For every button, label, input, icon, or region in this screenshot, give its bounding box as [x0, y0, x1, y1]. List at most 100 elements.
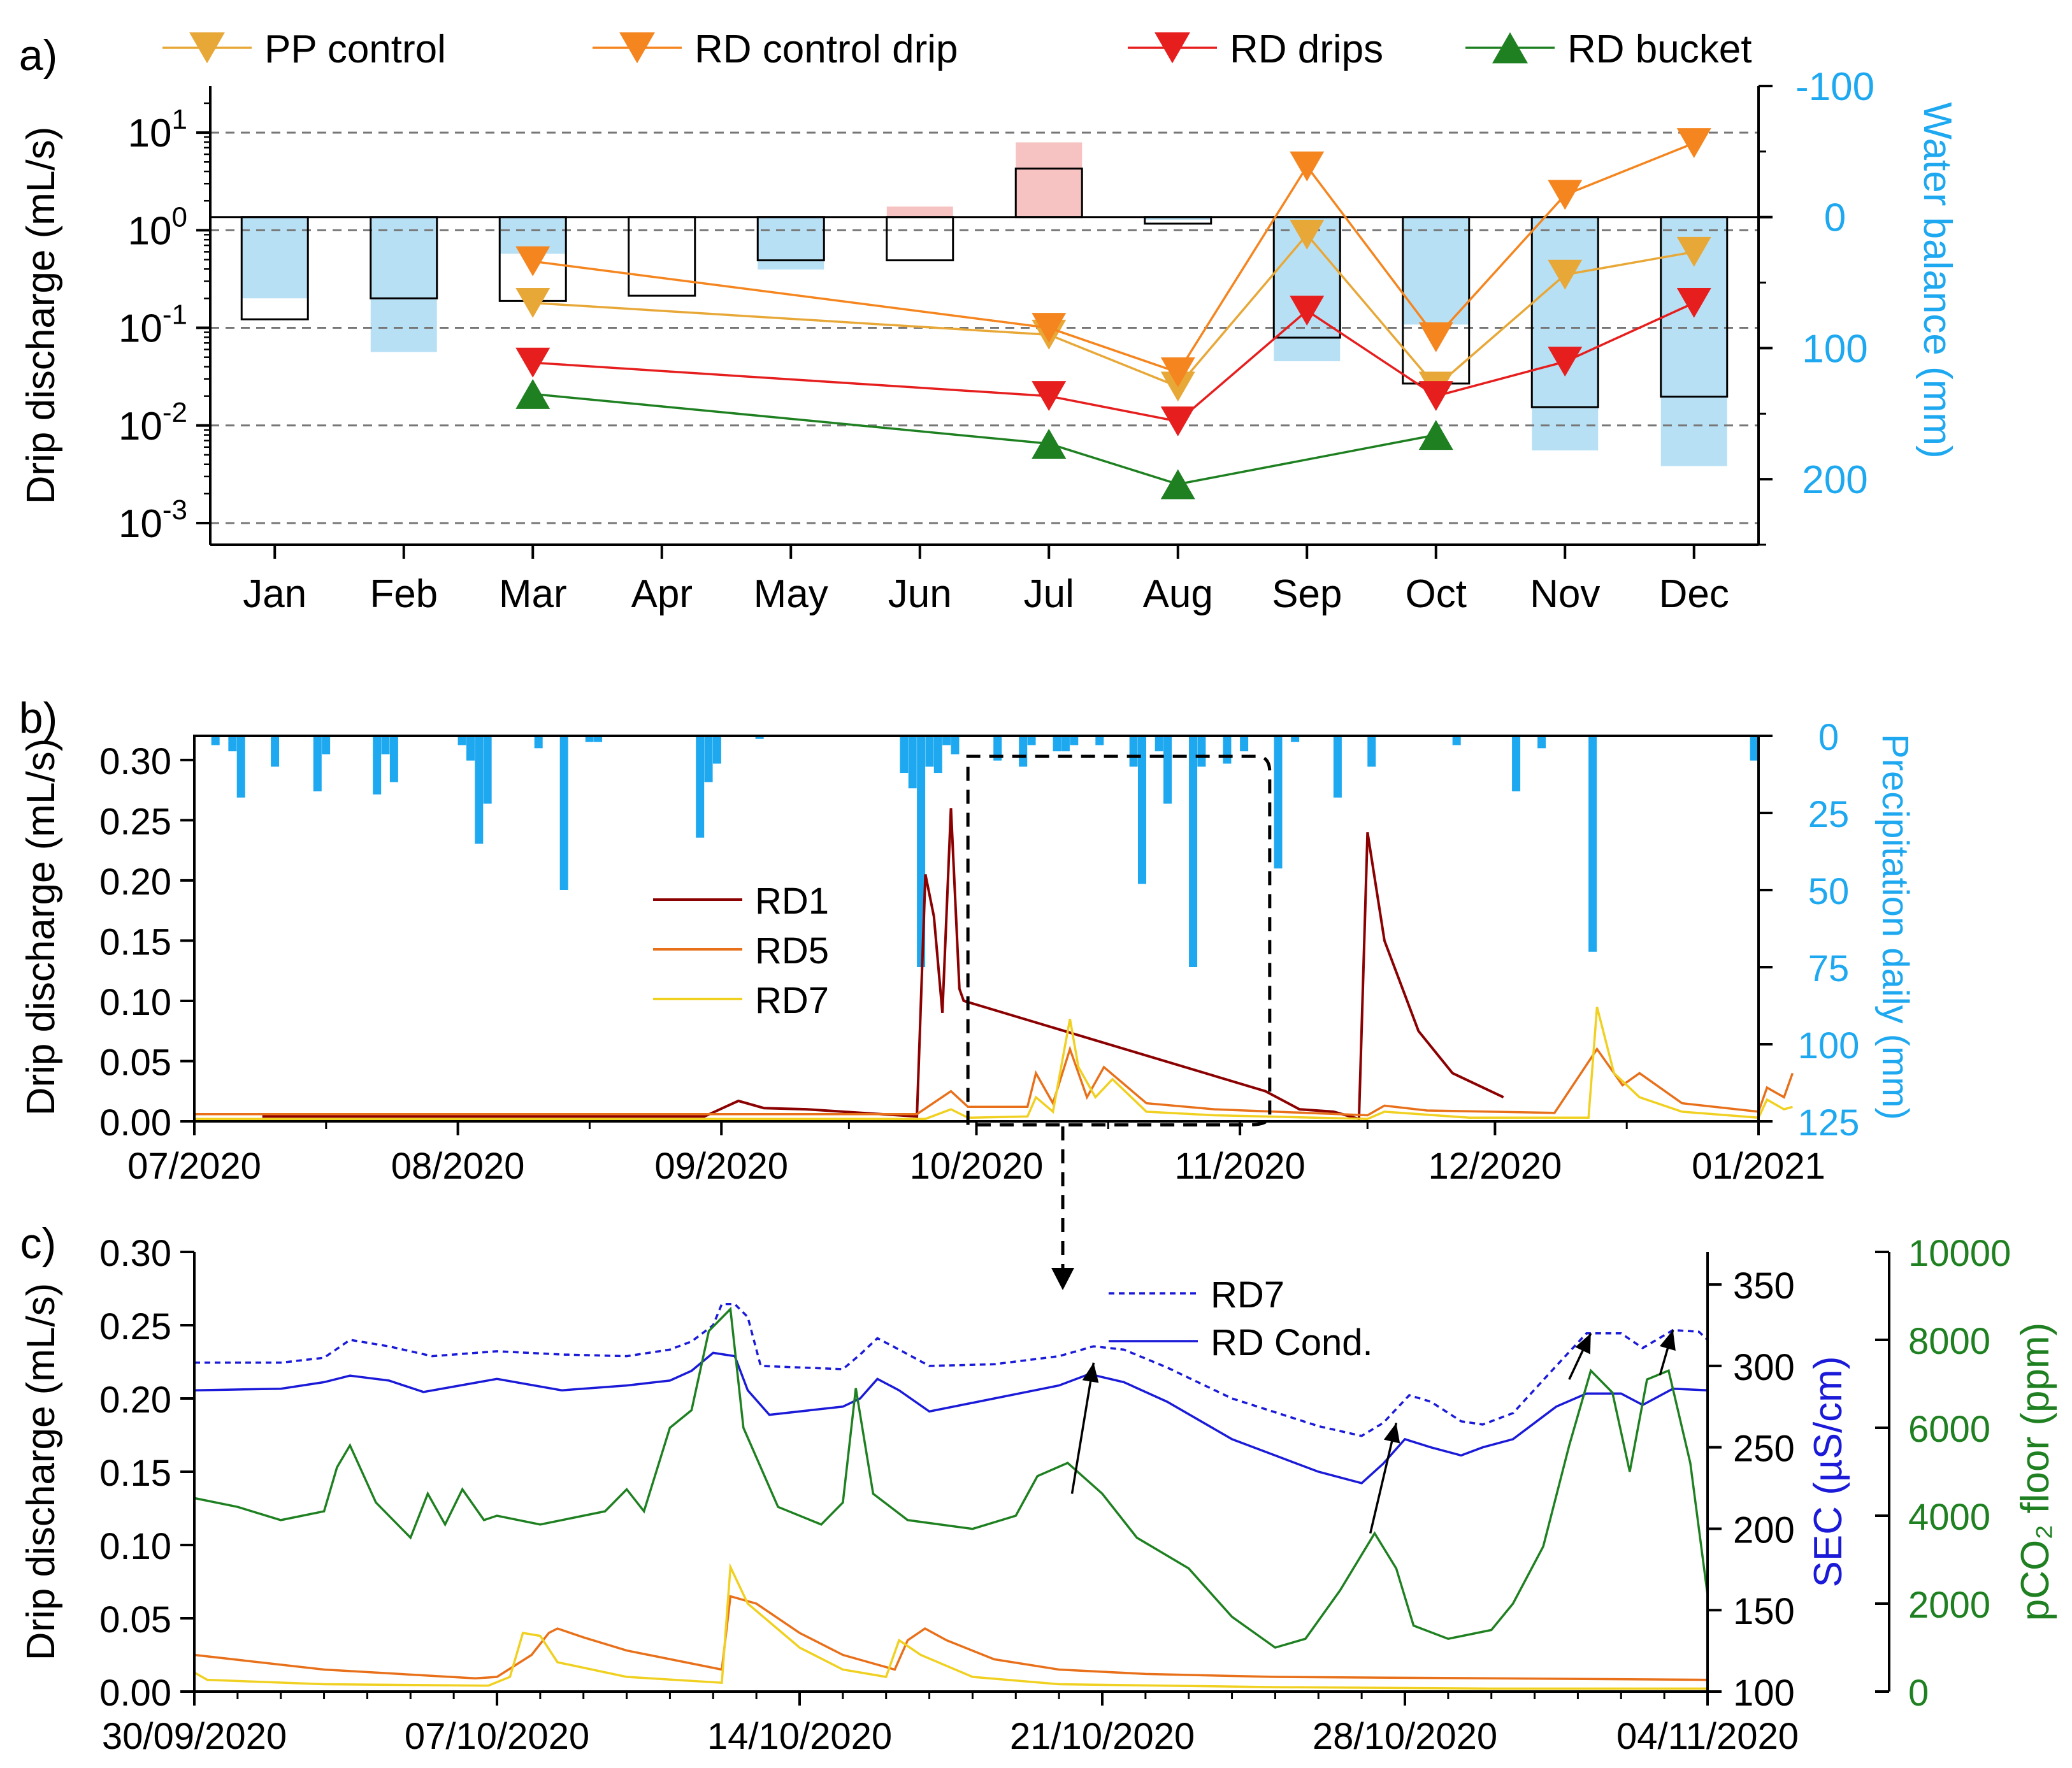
precip-bar — [313, 736, 322, 792]
precip-bar — [704, 736, 713, 782]
series-line-rd7 — [194, 1006, 1793, 1120]
y-axis-title: Drip discharge (mL/s) — [19, 127, 63, 505]
precip-bar — [908, 736, 917, 789]
y-tick-label: 0.15 — [99, 921, 171, 963]
y3-tick-label: 4000 — [1908, 1497, 1990, 1538]
precip-bar — [1512, 736, 1521, 792]
y-tick-label: 10-1 — [119, 299, 187, 351]
y-tick-label: 0.10 — [99, 982, 171, 1023]
water-balance-outline-jun — [886, 216, 954, 262]
arrow-head — [1575, 1333, 1591, 1355]
legend-label-rd-control-drip: RD control drip — [694, 27, 958, 71]
precip-bar — [696, 736, 705, 838]
legend-label-rd-bucket: RD bucket — [1567, 27, 1752, 71]
series-line-pco-floor — [194, 1306, 1709, 1649]
marker-rd-control-drip-sep — [1290, 151, 1325, 182]
y-tick-label: 0.00 — [99, 1672, 171, 1714]
precip-bar — [389, 736, 398, 782]
legend-label-rd7: RD7 — [755, 980, 829, 1021]
precip-bar — [1223, 736, 1232, 764]
precip-bar — [1095, 736, 1104, 745]
legend-label-rd-drips: RD drips — [1230, 27, 1383, 71]
precip-bar — [211, 736, 220, 745]
legend-marker-pp-control — [189, 32, 225, 64]
precip-bar — [236, 736, 245, 798]
precip-bar — [1291, 736, 1300, 742]
precip-bar — [475, 736, 484, 844]
y-tick-base: 10 — [119, 502, 162, 546]
x-tick-label: 12/2020 — [1428, 1146, 1562, 1187]
x-tick-label: 30/09/2020 — [102, 1716, 287, 1757]
water-balance-bar-feb — [370, 217, 437, 352]
precip-bar — [381, 736, 390, 755]
y2-tick-label: 300 — [1733, 1347, 1795, 1388]
x-tick-label-may: May — [754, 572, 828, 616]
precip-bar — [1240, 736, 1249, 752]
series-line-rd7 — [194, 1303, 1709, 1437]
zoom-box — [966, 754, 1272, 1127]
precip-bar — [1070, 736, 1079, 745]
x-tick-label: 08/2020 — [391, 1146, 525, 1187]
y-tick-exponent: 1 — [172, 104, 187, 135]
precip-bar — [594, 736, 603, 742]
precip-bar — [933, 736, 942, 773]
marker-rd-bucket-aug — [1160, 469, 1195, 499]
arrow-head — [1082, 1362, 1099, 1383]
precip-bar — [925, 736, 934, 767]
series-line-rd-bucket — [533, 392, 1437, 485]
water-balance-bar-jul — [1016, 142, 1083, 217]
y2-tick-label: 250 — [1733, 1428, 1795, 1470]
precip-bar — [1053, 736, 1061, 752]
marker-rd-drips-dec — [1676, 287, 1711, 318]
y-tick-label: 0.15 — [99, 1453, 171, 1494]
marker-rd-control-drip-dec — [1676, 128, 1711, 159]
y2-tick-label: -100 — [1795, 65, 1874, 109]
x-tick-label: 28/10/2020 — [1313, 1716, 1497, 1757]
x-tick-label: 01/2021 — [1692, 1146, 1825, 1187]
marker-rd-control-drip-mar — [515, 246, 550, 277]
water-balance-outline-apr — [628, 216, 696, 297]
series-line-rd5 — [194, 1046, 1794, 1117]
y3-axis-title-text: pCO₂ floor (ppm) — [2013, 1323, 2057, 1621]
legend-marker-rd-drips — [1155, 32, 1190, 64]
y-tick-label: 0.20 — [99, 861, 171, 903]
series-line-rd7-discharge — [194, 1562, 1708, 1690]
precip-bar — [1367, 736, 1376, 767]
precip-bar — [993, 736, 1002, 761]
precip-bar — [466, 736, 475, 761]
y3-tick-label: 8000 — [1908, 1321, 1990, 1362]
water-balance-bar-may — [758, 217, 824, 270]
legend-label-pp-control: PP control — [264, 27, 446, 71]
x-tick-label: 07/2020 — [127, 1146, 261, 1187]
legend-marker-rd-bucket — [1492, 32, 1528, 64]
marker-pp-control-dec — [1676, 236, 1711, 267]
precip-bar — [951, 736, 960, 755]
y-tick-label: 0.30 — [99, 1233, 171, 1274]
y3-tick-label: 6000 — [1908, 1409, 1990, 1450]
y-tick-label: 0.30 — [99, 741, 171, 782]
panel-label: a) — [19, 31, 57, 80]
precip-bar — [228, 736, 237, 752]
series-line-pp-control — [533, 233, 1695, 389]
water-balance-bar-oct — [1402, 217, 1469, 325]
water-balance-bar-aug — [1144, 217, 1211, 220]
y-tick-label: 0.05 — [99, 1599, 171, 1641]
x-tick-label-aug: Aug — [1143, 572, 1213, 616]
precip-bar — [559, 736, 568, 890]
marker-rd-bucket-jul — [1032, 428, 1067, 459]
y-axis-title: Drip discharge (mL/s) — [19, 1283, 63, 1661]
x-tick-label-jan: Jan — [243, 572, 306, 616]
y-tick-exponent: -3 — [162, 494, 187, 526]
panel-label: b) — [19, 694, 57, 742]
arrow-head — [1383, 1423, 1400, 1444]
legend-label-rd1: RD1 — [755, 880, 829, 922]
water-balance-bar-jun — [886, 206, 953, 217]
precip-bar — [1027, 736, 1036, 745]
y3-tick-label: 2000 — [1908, 1585, 1990, 1626]
marker-rd-control-drip-jul — [1032, 313, 1067, 343]
y-tick-label: 101 — [128, 104, 187, 155]
marker-rd-drips-aug — [1160, 406, 1195, 436]
x-tick-label-sep: Sep — [1272, 572, 1342, 616]
